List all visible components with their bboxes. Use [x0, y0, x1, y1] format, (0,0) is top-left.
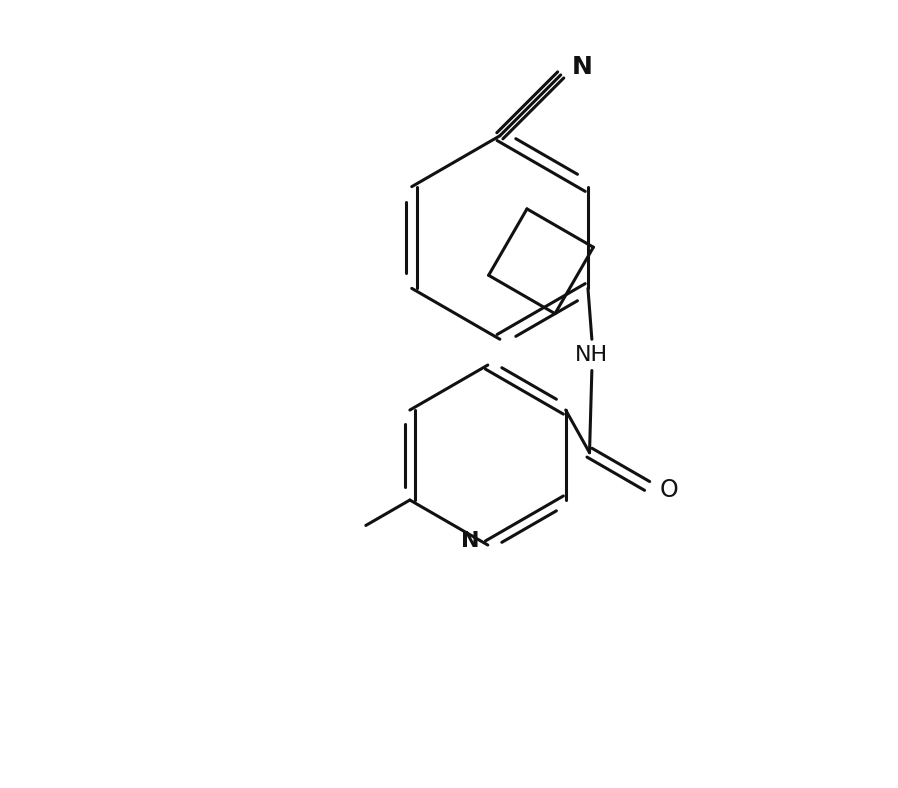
Text: O: O	[660, 478, 678, 502]
Text: N: N	[462, 531, 480, 551]
Text: N: N	[572, 55, 593, 79]
Text: NH: NH	[576, 345, 609, 365]
